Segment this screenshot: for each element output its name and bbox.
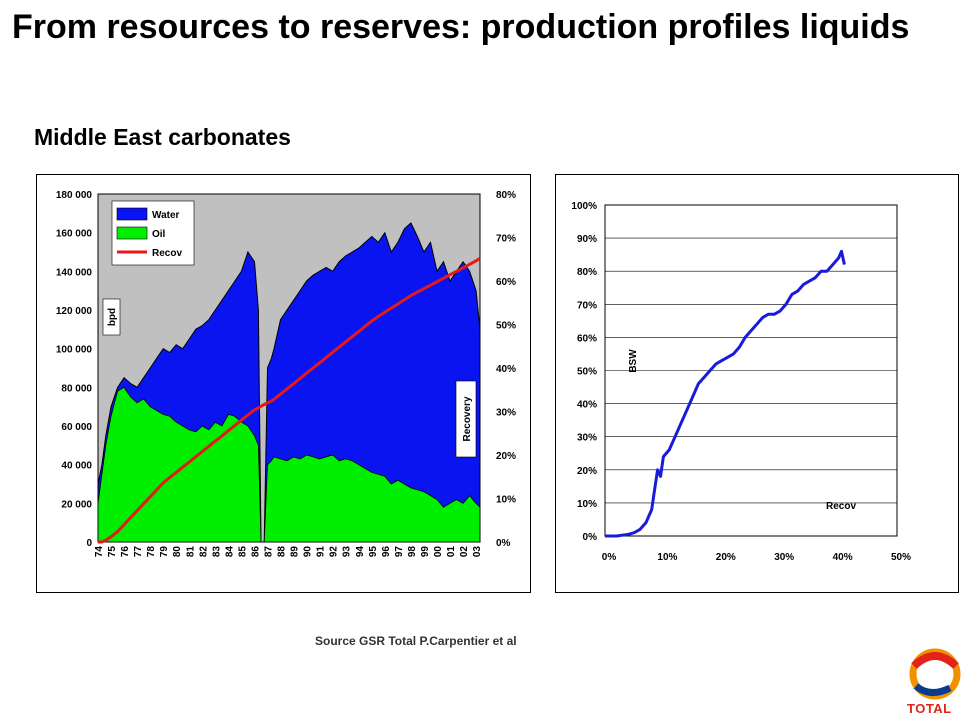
production-profile-chart: 180 000 160 000 140 000 120 000 100 000 80 00… <box>36 174 531 593</box>
y-tick-label: 80 000 <box>61 383 92 394</box>
x-tick-label: 97 <box>394 546 405 558</box>
y-tick-label: 60 000 <box>61 422 92 433</box>
x-tick-label: 75 <box>107 546 118 558</box>
x-axis-label: Recov <box>826 501 856 512</box>
y-axis-label: bpd <box>107 308 118 326</box>
x-tick-label: 00 <box>433 546 444 558</box>
x-tick-label: 0% <box>602 552 617 563</box>
x-tick-label: 20% <box>716 552 736 563</box>
bsw-vs-recovery-chart: 100% 90% 80% 70% 60% 50% 40% 30% 20% 10% 0% 0% 10% 20… <box>555 174 959 593</box>
x-tick-label: 40% <box>833 552 853 563</box>
x-tick-label: 84 <box>224 546 235 558</box>
x-tick-label: 93 <box>342 546 353 558</box>
x-tick-label: 01 <box>446 546 457 558</box>
x-tick-label: 83 <box>211 546 222 558</box>
x-tick-label: 10% <box>657 552 677 563</box>
legend-swatch-oil <box>116 226 148 240</box>
page-subtitle: Middle East carbonates <box>34 124 291 150</box>
x-tick-label: 94 <box>355 546 366 558</box>
x-tick-label: 77 <box>133 546 144 558</box>
y-tick-label: 60% <box>577 333 597 344</box>
x-tick-label: 79 <box>159 546 170 558</box>
y-tick-label: 0 <box>86 538 92 549</box>
y-tick-label: 140 000 <box>56 267 93 278</box>
y2-axis-label: Recovery <box>462 396 473 441</box>
x-tick-label: 82 <box>198 546 209 558</box>
x-tick-label: 87 <box>263 546 274 558</box>
x-tick-label: 89 <box>290 546 301 558</box>
series-oil-area <box>97 386 481 543</box>
y-tick-label: 10% <box>577 499 597 510</box>
x-tick-label: 91 <box>316 546 327 558</box>
y2-tick-label: 80% <box>496 190 516 201</box>
y-tick-label: 90% <box>577 234 597 245</box>
y2-tick-label: 30% <box>496 408 516 419</box>
x-tick-label: 74 <box>94 546 105 558</box>
series-recov-line <box>98 257 481 544</box>
y-tick-label: 100 000 <box>56 345 93 356</box>
x-tick-label: 95 <box>368 546 379 558</box>
x-tick-label: 85 <box>237 546 248 558</box>
x-tick-label: 30% <box>774 552 794 563</box>
x-tick-label: 03 <box>472 546 483 558</box>
y2-tick-label: 0% <box>496 538 511 549</box>
y-tick-label: 80% <box>577 267 597 278</box>
x-tick-label: 99 <box>420 546 431 558</box>
y2-tick-label: 60% <box>496 277 516 288</box>
x-tick-label: 76 <box>120 546 131 558</box>
x-tick-label: 78 <box>146 546 157 558</box>
x-tick-label: 02 <box>459 546 470 558</box>
x-tick-label: 90 <box>303 546 314 558</box>
ylabel-box <box>102 298 121 336</box>
y2-tick-label: 40% <box>496 364 516 375</box>
legend-label-recov: Recov <box>152 248 182 259</box>
x-tick-label: 81 <box>185 546 196 558</box>
x-tick-label: 50% <box>891 552 911 563</box>
y2-tick-label: 70% <box>496 234 516 245</box>
y-tick-label: 100% <box>571 201 597 212</box>
bsw-vs-recovery-svg: 100% 90% 80% 70% 60% 50% 40% 30% 20% 10% 0% 0% 10% 20… <box>571 201 911 563</box>
x-tick-label: 92 <box>329 546 340 558</box>
source-note: Source GSR Total P.Carpentier et al <box>315 634 517 648</box>
x-tick-label: 80 <box>172 546 183 558</box>
y-axis-label: BSW <box>628 349 639 373</box>
y2-tick-label: 50% <box>496 321 516 332</box>
y-tick-label: 160 000 <box>56 229 93 240</box>
y-tick-label: 70% <box>577 300 597 311</box>
y-tick-label: 120 000 <box>56 306 93 317</box>
y2label-box <box>455 380 477 458</box>
y-tick-label: 40 000 <box>61 461 92 472</box>
y2-tick-label: 20% <box>496 451 516 462</box>
legend-label-water: Water <box>152 210 180 221</box>
y-tick-label: 20% <box>577 466 597 477</box>
y2-tick-label: 10% <box>496 495 516 506</box>
legend-swatch-water <box>116 207 148 221</box>
y-tick-label: 40% <box>577 400 597 411</box>
legend-label-oil: Oil <box>152 229 166 240</box>
y-tick-label: 0% <box>583 532 598 543</box>
x-tick-label: 86 <box>250 546 261 558</box>
y-tick-label: 30% <box>577 433 597 444</box>
x-tick-label: 96 <box>381 546 392 558</box>
logo-wordmark: TOTAL <box>907 701 952 716</box>
series-bsw-line <box>605 249 846 538</box>
page-title: From resources to reserves: production p… <box>12 8 910 46</box>
total-logo-icon <box>909 648 961 700</box>
y-tick-label: 180 000 <box>56 190 93 201</box>
y-tick-label: 50% <box>577 367 597 378</box>
x-tick-label: 98 <box>407 546 418 558</box>
y-tick-label: 20 000 <box>61 499 92 510</box>
x-tick-label: 88 <box>277 546 288 558</box>
